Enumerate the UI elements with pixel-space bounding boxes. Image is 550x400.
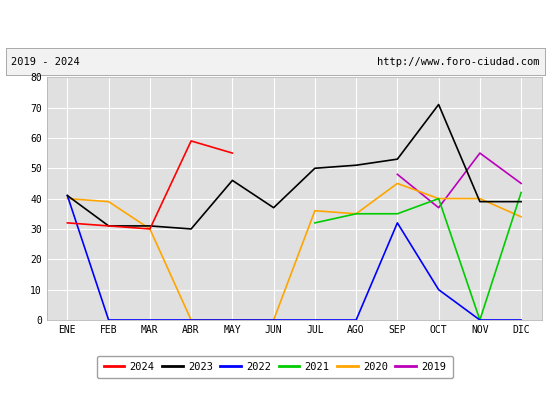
Text: Evolucion Nº Turistas Extranjeros en el municipio de Carrión de Calatrava: Evolucion Nº Turistas Extranjeros en el … xyxy=(0,16,550,30)
Legend: 2024, 2023, 2022, 2021, 2020, 2019: 2024, 2023, 2022, 2021, 2020, 2019 xyxy=(97,356,453,378)
Text: http://www.foro-ciudad.com: http://www.foro-ciudad.com xyxy=(377,57,539,67)
Text: 2019 - 2024: 2019 - 2024 xyxy=(11,57,80,67)
